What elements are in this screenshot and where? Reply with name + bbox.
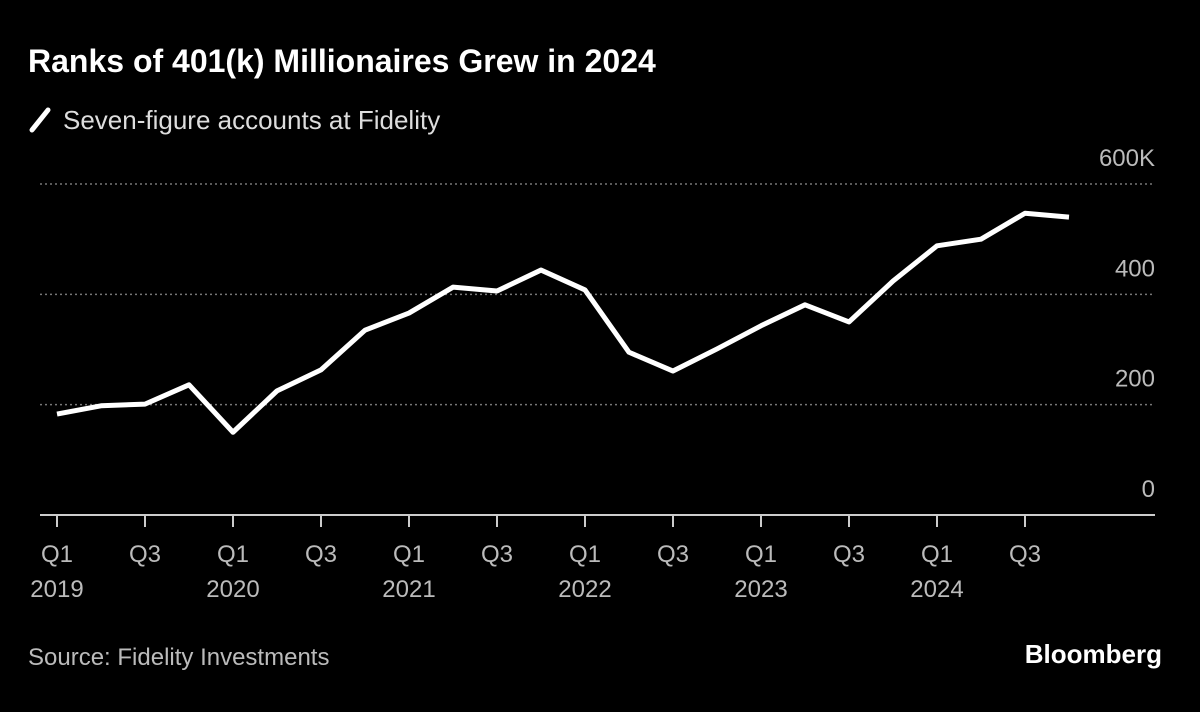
x-tick-label: Q3 bbox=[833, 541, 865, 568]
chart-title: Ranks of 401(k) Millionaires Grew in 202… bbox=[28, 43, 656, 79]
x-tick-label: Q3 bbox=[129, 541, 161, 568]
x-tick-label: 2020 bbox=[206, 576, 259, 603]
y-tick-label: 600K bbox=[1099, 145, 1155, 172]
legend-swatch bbox=[29, 107, 51, 133]
x-tick-label: 2023 bbox=[734, 576, 787, 603]
x-tick-label: Q1 bbox=[393, 541, 425, 568]
x-tick-label: Q3 bbox=[1009, 541, 1041, 568]
brand: Bloomberg bbox=[1025, 639, 1162, 669]
x-tick-label: Q1 bbox=[41, 541, 73, 568]
x-tick-label: Q1 bbox=[217, 541, 249, 568]
x-tick-label: 2022 bbox=[558, 576, 611, 603]
x-tick-label: 2024 bbox=[910, 576, 963, 603]
x-tick-label: Q3 bbox=[657, 541, 689, 568]
x-tick-label: 2021 bbox=[382, 576, 435, 603]
y-tick-label: 0 bbox=[1142, 476, 1155, 503]
x-tick-label: Q1 bbox=[921, 541, 953, 568]
x-tick-label: Q3 bbox=[481, 541, 513, 568]
y-tick-label: 200 bbox=[1115, 366, 1155, 393]
y-tick-label: 400 bbox=[1115, 255, 1155, 282]
x-tick-label: Q1 bbox=[569, 541, 601, 568]
x-tick-label: Q3 bbox=[305, 541, 337, 568]
legend-label: Seven-figure accounts at Fidelity bbox=[63, 105, 440, 135]
data-line bbox=[56, 210, 1070, 435]
x-tick-label: 2019 bbox=[30, 576, 83, 603]
x-tick-label: Q1 bbox=[745, 541, 777, 568]
source: Source: Fidelity Investments bbox=[28, 644, 329, 671]
